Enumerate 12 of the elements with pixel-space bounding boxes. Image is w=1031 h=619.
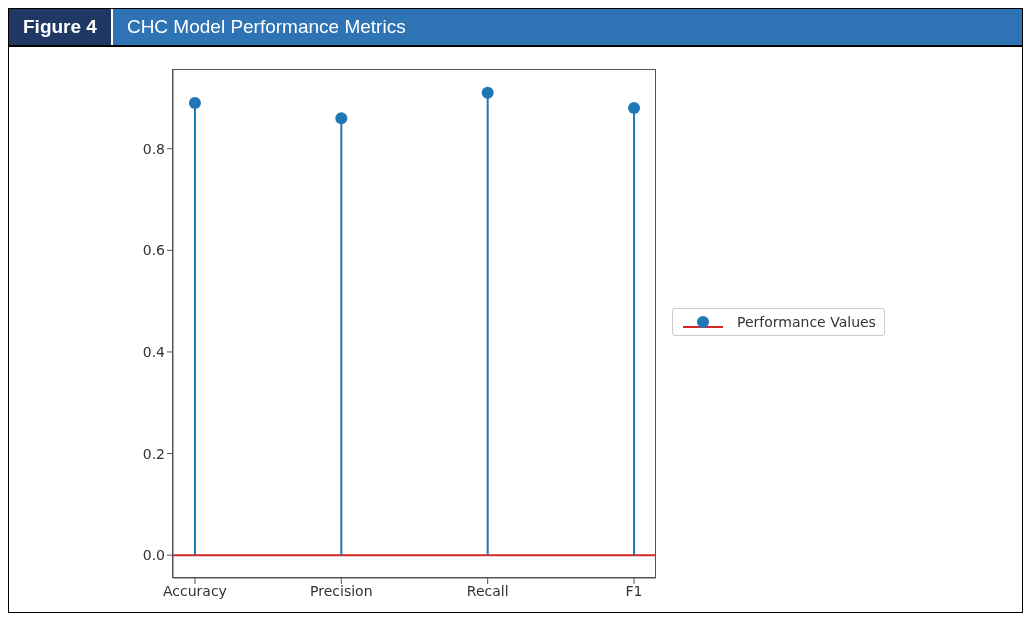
y-tick-label: 0.0	[142, 547, 165, 564]
x-tick-label: Recall	[466, 582, 509, 599]
y-tick-label: 0.6	[142, 242, 166, 259]
x-tick-label: Precision	[310, 582, 373, 599]
x-tick-label: Accuracy	[162, 582, 227, 599]
y-tick-label: 0.8	[142, 140, 165, 157]
caption: Figure 4	[9, 9, 113, 45]
y-tick-label: 0.2	[142, 445, 165, 462]
chart-title: CHC Model Performance Metrics	[125, 16, 407, 38]
legend-label: Performance Values	[737, 314, 876, 330]
x-tick-label: F1	[625, 582, 643, 599]
y-tick-label: 0.4	[142, 343, 166, 360]
